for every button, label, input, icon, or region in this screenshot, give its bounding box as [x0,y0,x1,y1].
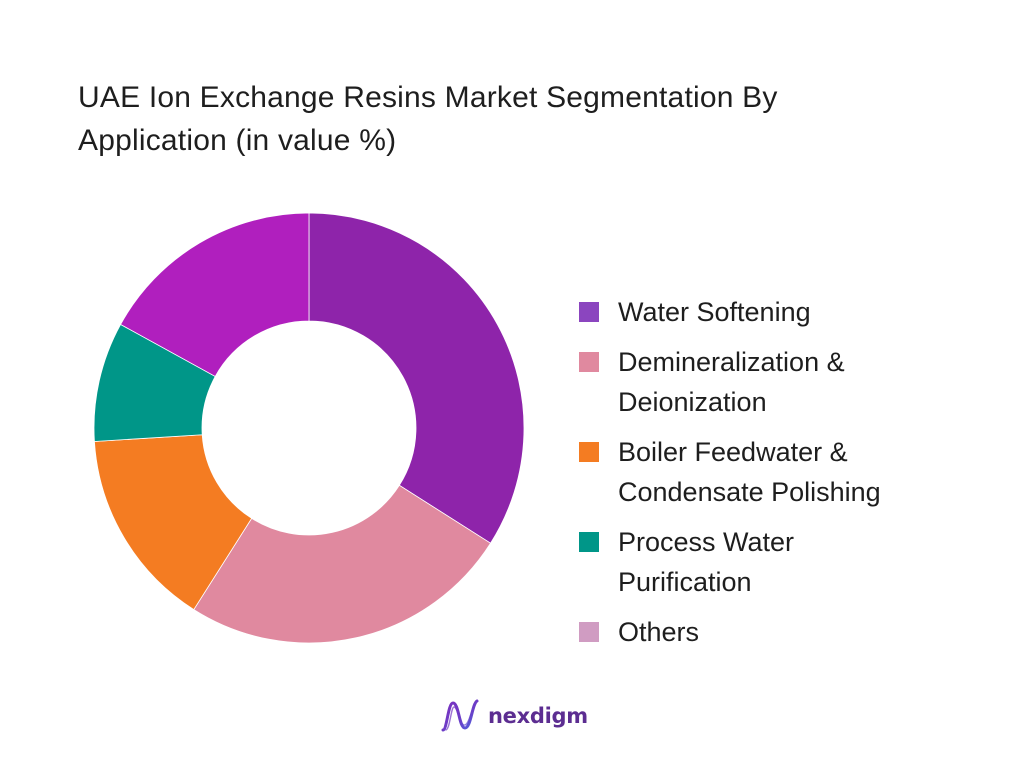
donut-chart [93,212,525,644]
slice-others [120,212,310,377]
brand-logo: nexdigm [441,699,588,733]
logo-text: nexdigm [488,704,588,728]
slice-boiler-feedwater-condensate-polishing [93,434,253,611]
legend-swatch [579,352,599,372]
legend-item-boiler-feedwater-condensate-polishing: Boiler Feedwater & Condensate Polishing [579,432,999,512]
chart-title: UAE Ion Exchange Resins Market Segmentat… [78,81,778,157]
legend-label: Boiler Feedwater & Condensate Polishing [618,437,881,507]
legend-swatch [579,302,599,322]
wave-n-icon [441,699,479,732]
slice-water-softening [308,212,525,544]
legend-item-water-softening: Water Softening [579,292,999,332]
legend-swatch [579,532,599,552]
legend-item-demineralization-deionization: Demineralization & Deionization [579,342,999,422]
legend-label: Process Water Purification [618,527,795,597]
legend-item-process-water-purification: Process Water Purification [579,522,999,602]
legend-label: Water Softening [618,297,811,327]
legend-swatch [579,442,599,462]
legend-swatch [579,622,599,642]
legend-label: Demineralization & Deionization [618,347,845,417]
slice-demineralization-deionization [193,484,492,644]
legend-item-others: Others [579,612,999,652]
chart-legend: Water Softening Demineralization & Deion… [579,292,999,662]
legend-label: Others [618,617,700,647]
